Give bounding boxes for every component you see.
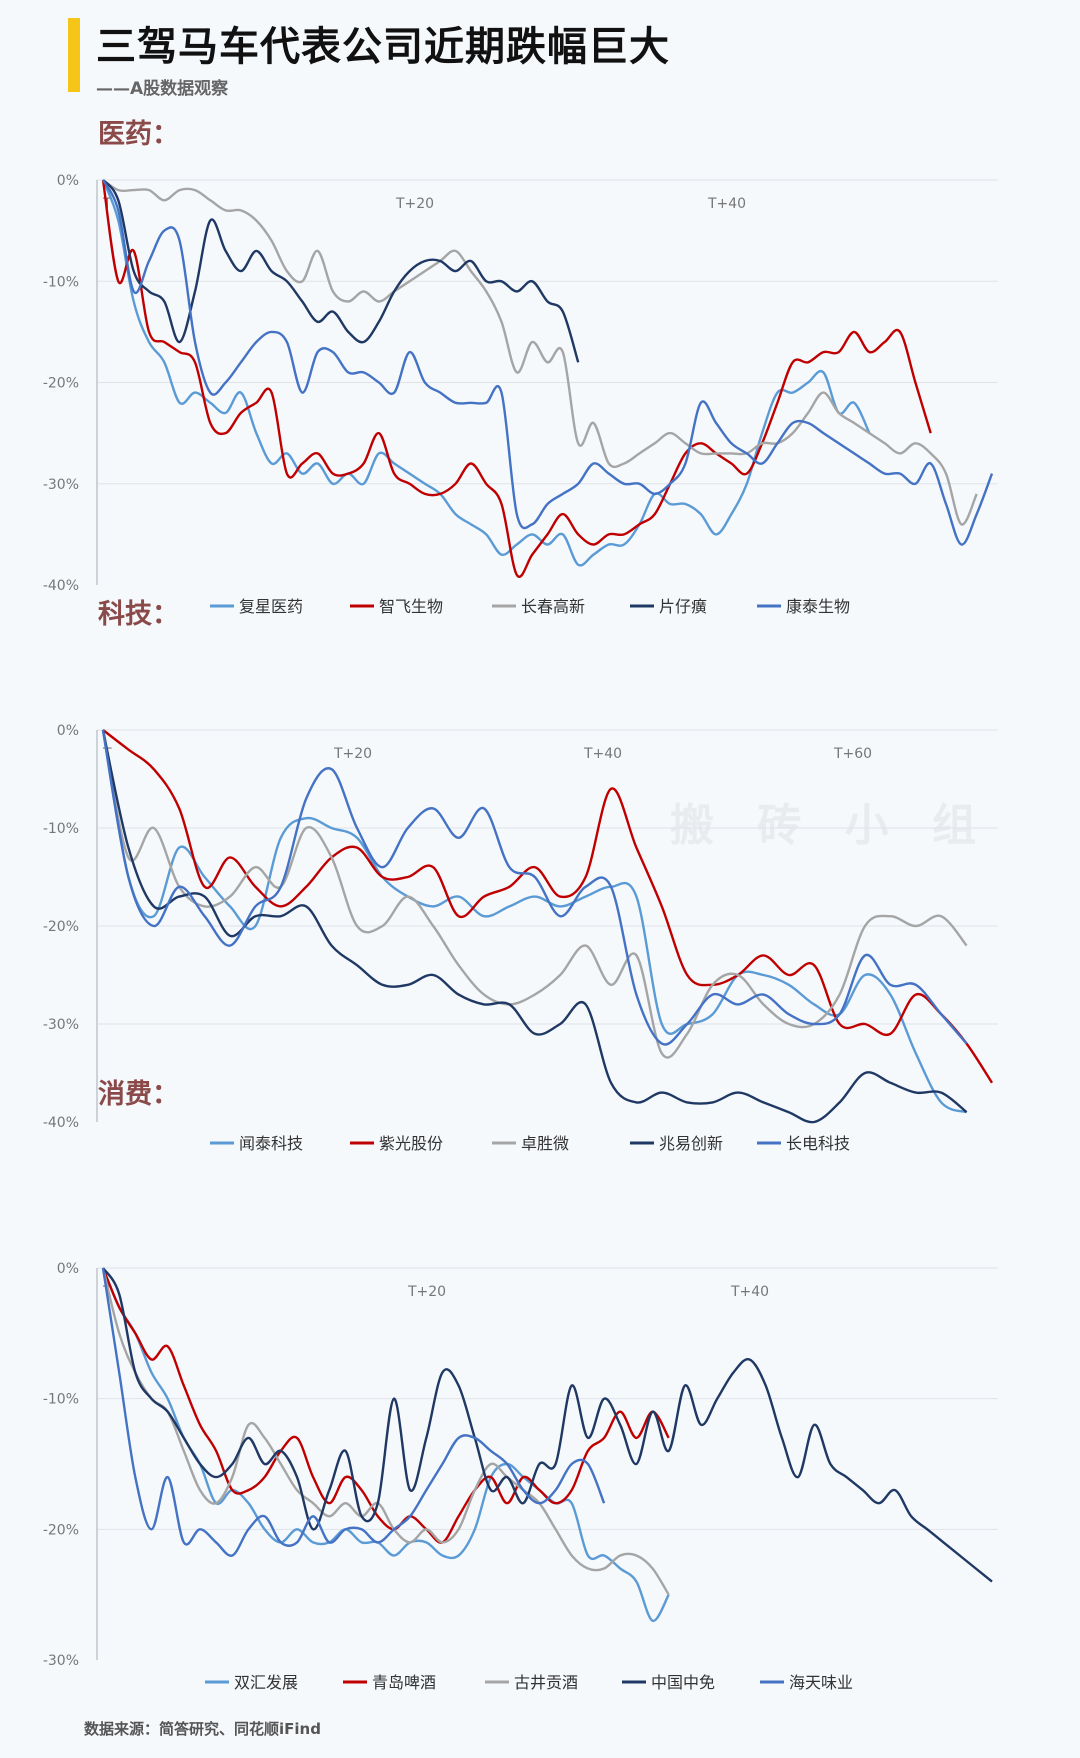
- watermark-text: 搬 砖 小 组: [670, 800, 990, 851]
- legend-label: 闻泰科技: [239, 1134, 303, 1153]
- series-line-2: [101, 1267, 670, 1544]
- y-tick-label: -10%: [43, 1392, 79, 1408]
- x-tick-label: T+20: [395, 196, 434, 212]
- series-line-5: [101, 729, 968, 1046]
- x-tick-label: T+20: [333, 746, 372, 762]
- page-subtitle: ——A股数据观察: [96, 79, 229, 99]
- y-tick-label: -20%: [43, 1522, 79, 1538]
- legend-label: 双汇发展: [234, 1673, 298, 1692]
- page-title: 三驾马车代表公司近期跌幅巨大: [96, 24, 670, 70]
- series-line-4: [102, 179, 580, 363]
- y-tick-label: -30%: [43, 477, 79, 493]
- series-line-4: [101, 729, 968, 1124]
- series-line-5: [101, 1267, 606, 1557]
- y-tick-label: -20%: [43, 919, 79, 935]
- series-line-4: [101, 1267, 993, 1583]
- series-line-1: [101, 179, 871, 567]
- title-accent-bar: [68, 18, 80, 92]
- x-tick-label: T+60: [833, 746, 872, 762]
- y-tick-label: -20%: [43, 376, 79, 392]
- y-tick-label: -10%: [43, 274, 79, 290]
- y-tick-label: -30%: [43, 1653, 79, 1669]
- legend-label: 片仔癀: [659, 597, 707, 616]
- legend-label: 青岛啤酒: [372, 1673, 436, 1692]
- legend-label: 长电科技: [786, 1134, 850, 1153]
- legend-label: 海天味业: [789, 1673, 853, 1692]
- x-tick-label: T+40: [707, 196, 746, 212]
- legend-label: 卓胜微: [521, 1134, 569, 1153]
- section-label-pharma: 医药：: [98, 119, 179, 150]
- legend-label: 古井贡酒: [514, 1673, 578, 1692]
- y-tick-label: -40%: [43, 1115, 79, 1131]
- data-source-note: 数据来源：简答研究、同花顺iFind: [84, 1720, 321, 1738]
- legend-label: 康泰生物: [786, 597, 850, 616]
- series-line-3: [102, 178, 978, 526]
- x-tick-label: T+40: [583, 746, 622, 762]
- x-tick-label: T+40: [730, 1284, 769, 1300]
- section-label-consumer: 消费：: [98, 1079, 179, 1110]
- chart-pharma: 0%-10%-20%-30%-40%T T+20 T+40复星医药 智飞生物 长春高新片…: [43, 173, 998, 616]
- series-line-5: [101, 179, 994, 546]
- legend-label: 长春高新: [521, 597, 585, 616]
- legend-label: 兆易创新: [659, 1134, 723, 1153]
- chart-tech: 搬 砖 小 组0%-10%-20%-30%-40%T T+20 T+40 T+60闻泰…: [43, 723, 998, 1153]
- y-tick-label: -40%: [43, 578, 79, 594]
- legend-label: 智飞生物: [379, 597, 443, 616]
- chart-consumer: 0%-10%-20%-30%T T+20 T+40双汇发展 青岛啤酒 古井贡酒 中国中免海…: [43, 1261, 998, 1692]
- section-label-tech: 科技：: [98, 599, 179, 630]
- y-tick-label: -30%: [43, 1017, 79, 1033]
- y-tick-label: -10%: [43, 821, 79, 837]
- legend-label: 紫光股份: [379, 1134, 443, 1153]
- series-line-2: [102, 729, 994, 1084]
- series-line-3: [101, 1267, 670, 1596]
- legend-label: 中国中免: [651, 1673, 715, 1692]
- series-line-1: [101, 729, 968, 1114]
- series-line-2: [101, 179, 932, 578]
- legend-label: 复星医药: [239, 597, 303, 616]
- y-tick-label: 0%: [57, 1261, 79, 1277]
- x-tick-label: T+20: [407, 1284, 446, 1300]
- y-tick-label: 0%: [57, 723, 79, 739]
- series-line-3: [101, 729, 968, 1059]
- y-tick-label: 0%: [57, 173, 79, 189]
